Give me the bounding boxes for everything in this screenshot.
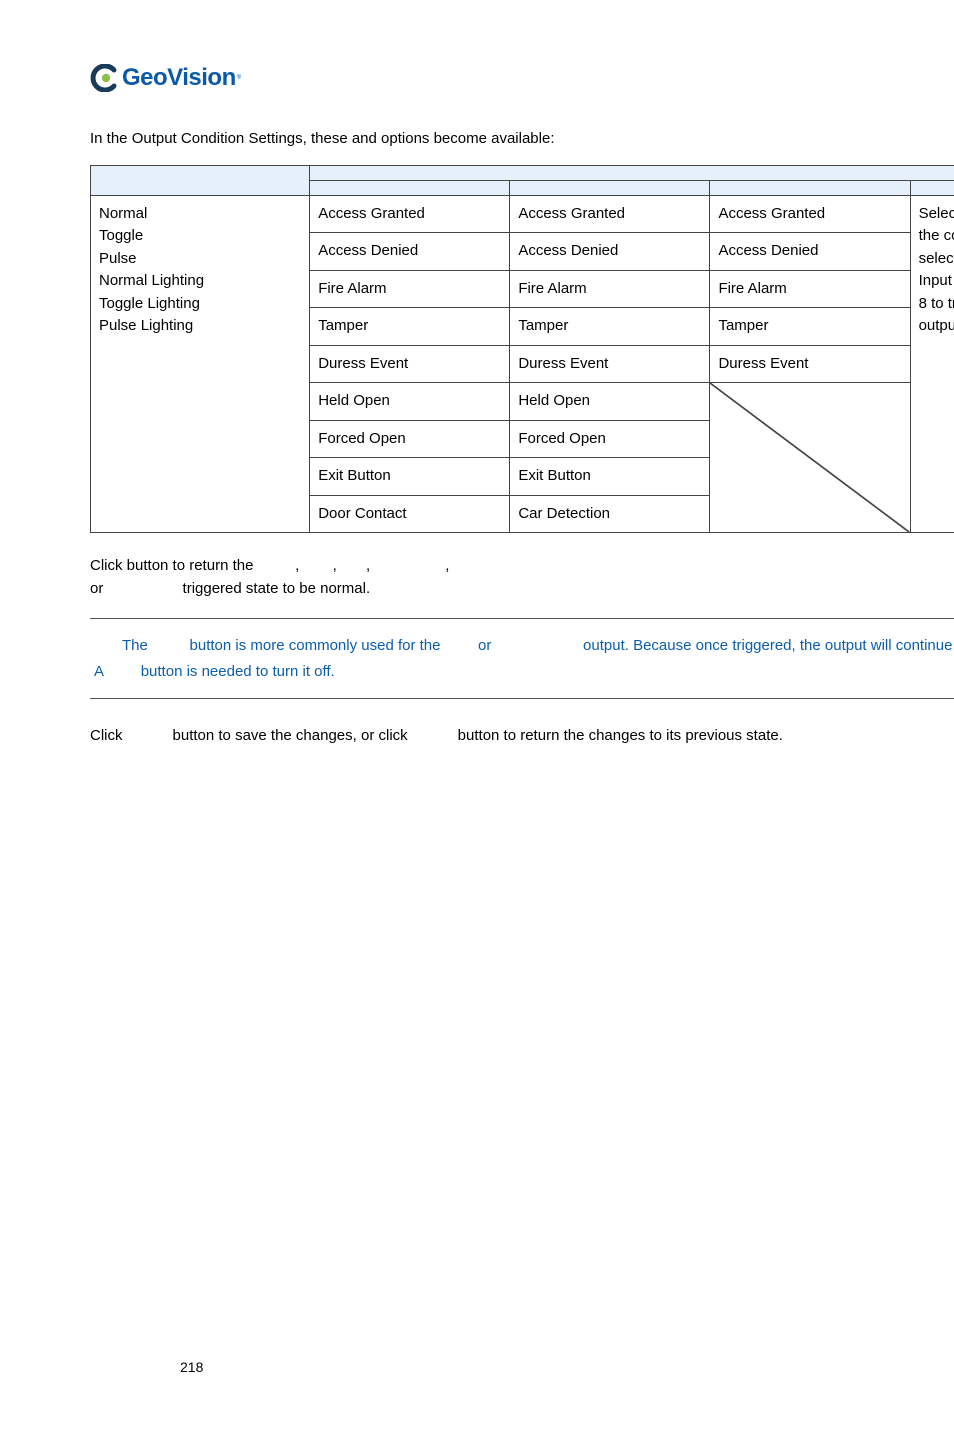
reset-p2: button to return the [127,557,258,574]
reset-p3: or [90,580,108,597]
th-doorB [510,180,710,195]
reset-p1: Click [90,557,127,574]
comma: , [333,557,341,574]
cell-car: Duress Event [710,345,910,383]
cell-car: Access Denied [710,233,910,271]
cell-doorB: Access Denied [510,233,710,271]
th-note [910,180,954,195]
type-line: Pulse Lighting [99,315,301,338]
cell-doorB: Tamper [510,308,710,346]
cell-doorA: Forced Open [310,420,510,458]
reset-p4: triggered state to be normal. [183,580,371,597]
note-box: The button is more commonly used for the… [90,618,954,699]
cell-doorB: Car Detection [510,495,710,533]
type-line: Normal [99,203,301,226]
cell-doorA: Access Denied [310,233,510,271]
note-n3: or [478,637,496,654]
type-line: Normal Lighting [99,270,301,293]
note-n2: button is more commonly used for the [190,637,445,654]
cell-doorB: Access Granted [510,195,710,233]
cell-doorB: Forced Open [510,420,710,458]
save-s1: Click [90,727,127,744]
th-doorA [310,180,510,195]
comma: , [445,557,449,574]
comma: , [366,557,374,574]
cell-doorB: Held Open [510,383,710,421]
cell-doorB: Duress Event [510,345,710,383]
intro-part1: In the Output Condition Settings, these [90,130,352,147]
type-cell: Normal Toggle Pulse Normal Lighting Togg… [91,195,310,533]
logo-mark-icon [90,64,118,92]
save-s3: button to return the changes to its prev… [458,727,783,744]
cell-car: Access Granted [710,195,910,233]
th-car [710,180,910,195]
cell-car: Tamper [710,308,910,346]
th-span [310,165,954,180]
brand-name: GeoVision [122,60,236,96]
save-s2: button to save the changes, or click [173,727,412,744]
type-line: Toggle Lighting [99,293,301,316]
comma: , [295,557,303,574]
type-line: Toggle [99,225,301,248]
th-type [91,165,310,195]
reset-paragraph: Click button to return the , , , , or tr… [90,555,954,600]
cell-doorB: Fire Alarm [510,270,710,308]
diagonal-cell [710,383,910,533]
brand-logo: GeoVision ® [90,60,954,96]
note-n5: button is needed to turn it off. [141,663,335,680]
cell-doorA: Access Granted [310,195,510,233]
cell-car: Fire Alarm [710,270,910,308]
cell-doorA: Duress Event [310,345,510,383]
intro-paragraph: In the Output Condition Settings, these … [90,128,954,151]
cell-doorA: Exit Button [310,458,510,496]
cell-doorA: Door Contact [310,495,510,533]
cell-doorA: Fire Alarm [310,270,510,308]
note-cell: Select to disable the condition, or sele… [910,195,954,533]
condition-table: Normal Toggle Pulse Normal Lighting Togg… [90,165,954,534]
note-n1: The [122,637,152,654]
intro-part3: options become available: [381,130,554,147]
cell-doorA: Tamper [310,308,510,346]
page-number: 218 [180,1357,203,1378]
brand-trademark: ® [237,74,241,83]
type-line: Pulse [99,248,301,271]
save-paragraph: Click button to save the changes, or cli… [90,725,954,748]
cell-doorB: Exit Button [510,458,710,496]
intro-part2: and [352,130,381,147]
cell-doorA: Held Open [310,383,510,421]
